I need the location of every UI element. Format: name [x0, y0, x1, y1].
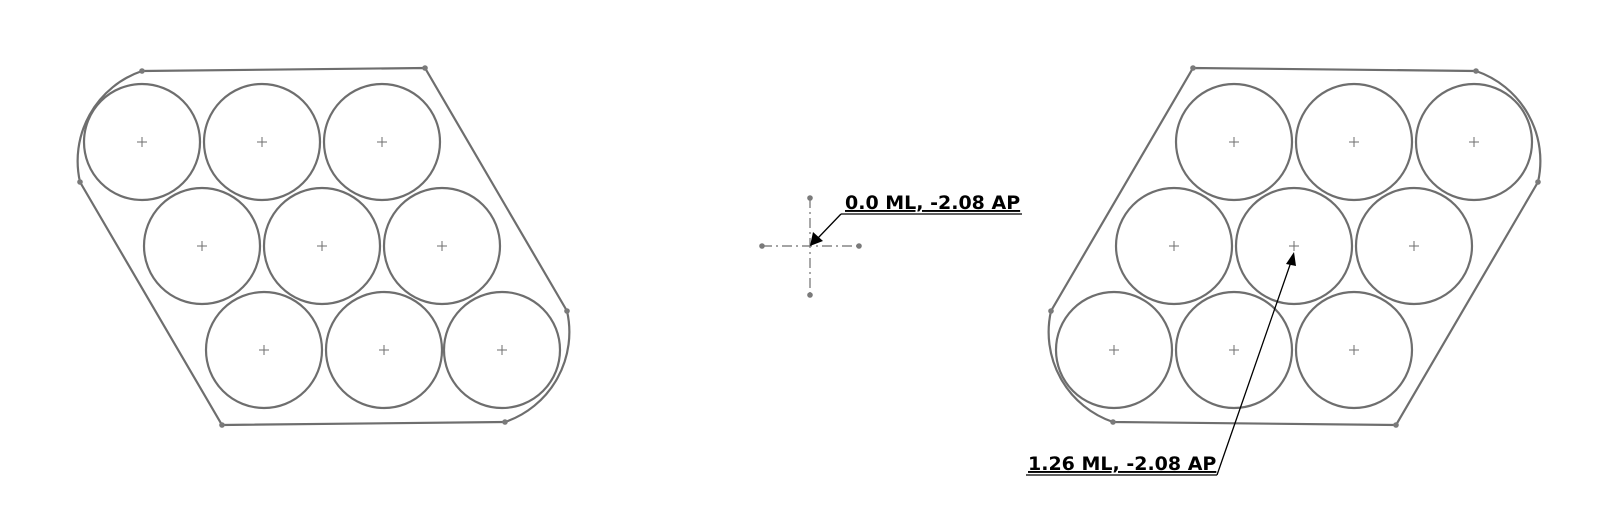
- center-mark: [437, 241, 447, 251]
- center-mark: [379, 345, 389, 355]
- center-mark: [1229, 345, 1239, 355]
- center-mark: [497, 345, 507, 355]
- center-mark: [1229, 137, 1239, 147]
- right-electrode-array: [1054, 82, 1534, 410]
- right-electrode-circle: [1174, 82, 1294, 202]
- center-mark: [259, 345, 269, 355]
- right-electrode-circle: [1114, 186, 1234, 306]
- center-mark: [377, 137, 387, 147]
- right-electrode-circle: [1294, 290, 1414, 410]
- right-annotation: 1.26 ML, -2.08 AP: [1026, 252, 1296, 476]
- left-outline-vertex: [564, 308, 570, 314]
- left-electrode-circle: [382, 186, 502, 306]
- center-arrowhead: [810, 232, 823, 246]
- left-electrode-circle: [442, 290, 562, 410]
- left-electrode-array: [82, 82, 562, 410]
- right-electrode-circle: [1054, 290, 1174, 410]
- left-outline-vertex: [139, 68, 145, 74]
- right-leader-diagonal: [1216, 261, 1292, 476]
- right-electrode-circle: [1174, 290, 1294, 410]
- center-leader-diagonal: [817, 213, 842, 239]
- left-outline-vertex: [422, 65, 428, 71]
- right-electrode-circle: [1354, 186, 1474, 306]
- left-electrode-circle: [204, 290, 324, 410]
- left-electrode-circle: [82, 82, 202, 202]
- right-outline-vertex: [1473, 68, 1479, 74]
- left-outline-vertex: [219, 422, 225, 428]
- center-mark: [257, 137, 267, 147]
- center-mark: [1469, 137, 1479, 147]
- left-electrode-circle: [324, 290, 444, 410]
- center-mark: [1169, 241, 1179, 251]
- crosshair-endpoint: [807, 292, 813, 298]
- right-electrode-circle: [1294, 82, 1414, 202]
- left-electrode-circle: [262, 186, 382, 306]
- left-electrode-circle: [142, 186, 262, 306]
- center-mark: [1109, 345, 1119, 355]
- right-outline-vertex: [1110, 419, 1116, 425]
- left-electrode-circle: [322, 82, 442, 202]
- left-outline-vertex: [77, 179, 83, 185]
- right-outline-vertex: [1048, 308, 1054, 314]
- right-electrode-circle: [1414, 82, 1534, 202]
- right-outline-vertex: [1190, 65, 1196, 71]
- center-annotation: 0.0 ML, -2.08 AP: [810, 192, 1022, 246]
- center-mark: [317, 241, 327, 251]
- right-outline-vertex: [1393, 422, 1399, 428]
- right-center-marks: [1109, 137, 1479, 355]
- crosshair-endpoint: [856, 243, 862, 249]
- right-arrowhead: [1286, 252, 1296, 266]
- center-mark: [1349, 345, 1359, 355]
- left-center-marks: [137, 137, 507, 355]
- center-mark: [1349, 137, 1359, 147]
- center-mark: [137, 137, 147, 147]
- center-mark: [197, 241, 207, 251]
- right-label: 1.26 ML, -2.08 AP: [1028, 453, 1216, 475]
- left-electrode-circle: [202, 82, 322, 202]
- right-outline-vertex: [1535, 179, 1541, 185]
- right-electrode-circle: [1234, 186, 1354, 306]
- left-outline-vertex: [502, 419, 508, 425]
- center-label: 0.0 ML, -2.08 AP: [845, 192, 1020, 214]
- crosshair-endpoint: [807, 195, 813, 201]
- crosshair-endpoint: [759, 243, 765, 249]
- center-mark: [1289, 241, 1299, 251]
- center-mark: [1409, 241, 1419, 251]
- reference-crosshair: [759, 195, 862, 298]
